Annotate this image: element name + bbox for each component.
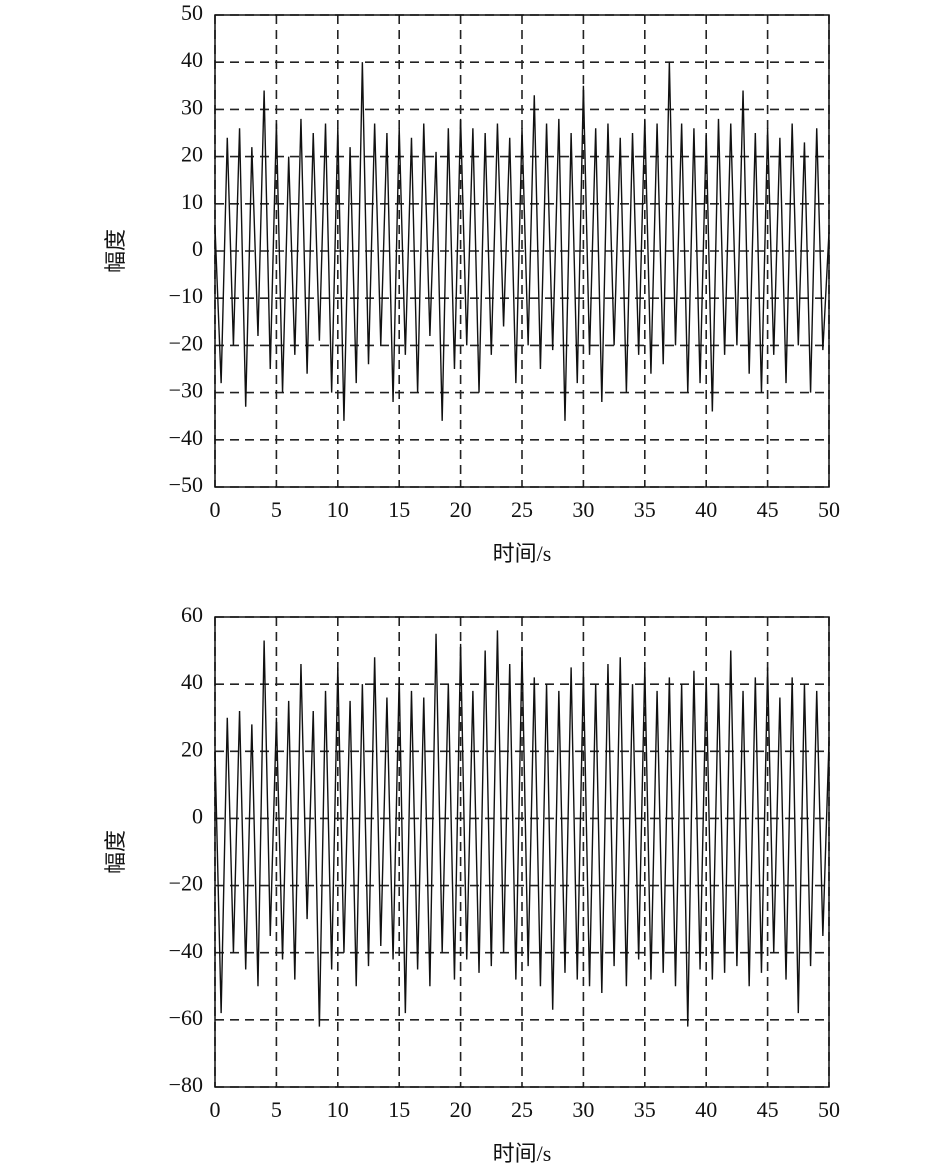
x-tick-label: 30 [572, 1097, 594, 1122]
y-tick-label: 10 [181, 189, 203, 214]
x-tick-label: 45 [757, 1097, 779, 1122]
y-tick-label: 40 [181, 47, 203, 72]
y-tick-label: −60 [169, 1005, 203, 1030]
y-tick-label: 20 [181, 736, 203, 761]
x-tick-label: 50 [818, 1097, 840, 1122]
x-tick-label: 40 [695, 1097, 717, 1122]
y-tick-label: −10 [169, 283, 203, 308]
x-tick-label: 40 [695, 497, 717, 522]
x-axis-label: 时间/s [493, 1141, 552, 1166]
y-tick-label: −30 [169, 378, 203, 403]
x-tick-label: 5 [271, 1097, 282, 1122]
y-axis-label: 幅度 [103, 229, 128, 273]
y-tick-label: 50 [181, 0, 203, 25]
x-tick-label: 25 [511, 1097, 533, 1122]
plot-frame [214, 616, 830, 1088]
x-tick-label: 5 [271, 497, 282, 522]
y-tick-label: −40 [169, 425, 203, 450]
x-tick-label: 20 [450, 497, 472, 522]
x-tick-label: 15 [388, 1097, 410, 1122]
y-tick-label: 0 [192, 803, 203, 828]
x-tick-label: 0 [210, 1097, 221, 1122]
x-tick-label: 15 [388, 497, 410, 522]
signal-line [214, 62, 830, 421]
y-tick-label: −80 [169, 1072, 203, 1097]
x-tick-label: 35 [634, 497, 656, 522]
y-tick-label: −50 [169, 472, 203, 497]
signal-line [214, 630, 830, 1027]
x-tick-label: 10 [327, 1097, 349, 1122]
x-tick-label: 0 [210, 497, 221, 522]
x-tick-label: 35 [634, 1097, 656, 1122]
x-tick-label: 10 [327, 497, 349, 522]
y-tick-label: −40 [169, 938, 203, 963]
x-tick-label: 30 [572, 497, 594, 522]
y-tick-label: −20 [169, 871, 203, 896]
plot-frame [214, 14, 830, 488]
x-axis-label: 时间/s [493, 541, 552, 566]
y-tick-label: 30 [181, 94, 203, 119]
x-tick-label: 45 [757, 497, 779, 522]
x-tick-label: 25 [511, 497, 533, 522]
y-tick-label: 60 [181, 602, 203, 627]
y-tick-label: 20 [181, 142, 203, 167]
x-tick-label: 50 [818, 497, 840, 522]
y-tick-label: 0 [192, 236, 203, 261]
x-tick-label: 20 [450, 1097, 472, 1122]
y-tick-label: −20 [169, 330, 203, 355]
y-tick-label: 40 [181, 669, 203, 694]
y-axis-label: 幅度 [103, 830, 128, 874]
